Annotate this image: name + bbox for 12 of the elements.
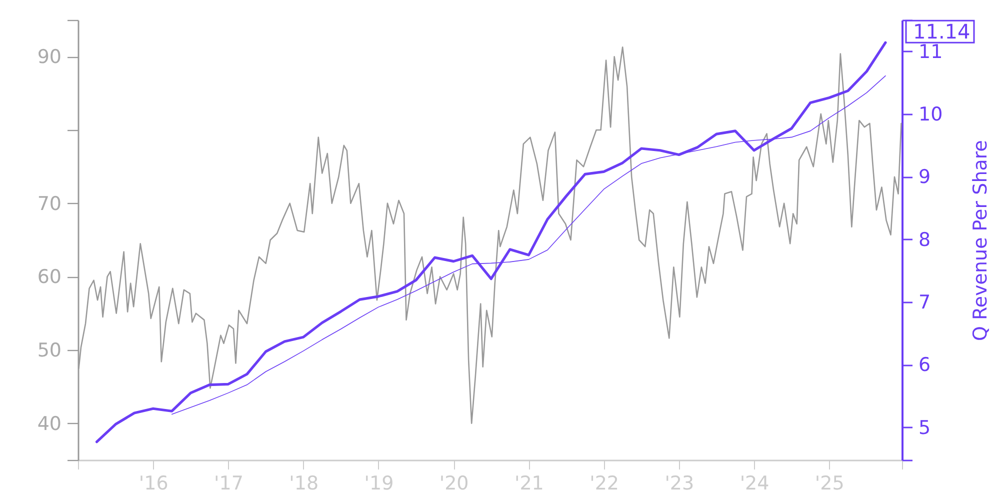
y-tick-label: 90 xyxy=(37,46,62,68)
y-tick-label: 60 xyxy=(37,266,62,288)
y-tick-label: 40 xyxy=(37,412,62,435)
y-tick-label: 50 xyxy=(37,340,62,362)
y2-tick-label: 10 xyxy=(918,104,943,126)
y2-tick-label: 8 xyxy=(918,228,931,251)
y2-tick-label: 5 xyxy=(918,416,931,439)
y2-tick-label: 6 xyxy=(918,354,931,376)
y2-axis-title: Q Revenue Per Share xyxy=(970,140,992,341)
y-tick-label: 70 xyxy=(37,192,62,215)
y2-tick-label: 7 xyxy=(918,292,931,314)
y2-tick-label: 9 xyxy=(918,166,931,188)
